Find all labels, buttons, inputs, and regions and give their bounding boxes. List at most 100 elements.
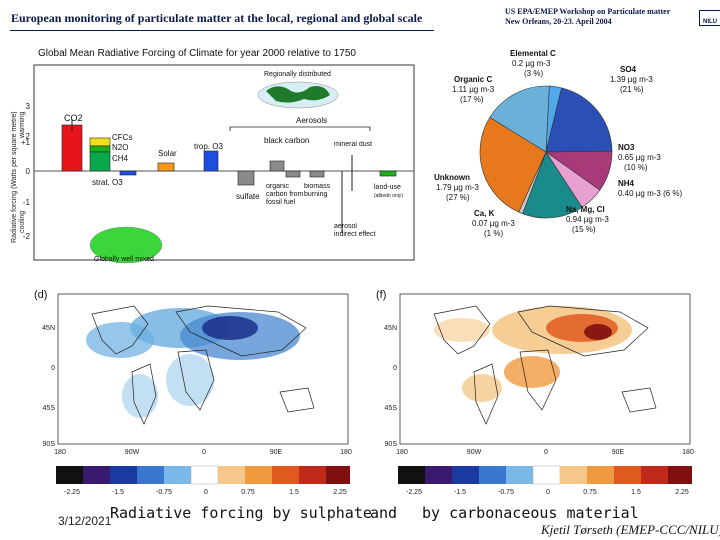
lon-180a-left: 180 [54, 449, 66, 456]
ytick-plus1: +1 [21, 138, 31, 147]
bar-land-use [379, 170, 397, 177]
cbar-left-m075: -0.75 [156, 489, 172, 496]
label-nh4: NH4 [618, 179, 635, 188]
forcing-ylabel: Radiative forcing (Watts per square metr… [11, 111, 18, 243]
cbar-right-225: 2.25 [675, 489, 689, 496]
label-sulfate: sulfate [236, 192, 260, 201]
lon-0-left: 0 [202, 449, 206, 456]
lat-45s-right: 45S [385, 405, 398, 412]
outline-eurasia [175, 305, 307, 357]
label-elemental-c: Elemental C [510, 49, 556, 58]
slide-title: European monitoring of particulate matte… [11, 11, 423, 25]
workshop-line-2: New Orleans, 20-23. April 2004 [505, 17, 612, 26]
value-elemental-c: 0.2 µg m-3 [512, 59, 551, 68]
dark-region-asia [202, 316, 258, 340]
caption-and: and [370, 504, 398, 522]
pct-unknown: (27 %) [446, 193, 470, 202]
cbar-right-m225: -2.25 [406, 489, 422, 496]
lon-180a-right: 180 [396, 449, 408, 456]
value-so4: 1.39 µg m-3 [610, 75, 653, 84]
label-no3: NO3 [618, 143, 635, 152]
value-na-mg-cl: 0.94 µg m-3 [566, 215, 609, 224]
outline-samerica-r [473, 363, 499, 425]
ytick-0: 0 [26, 167, 31, 176]
slide-author: Kjetil Tørseth (EMEP-CCC/NILU) [541, 522, 720, 537]
pct-no3: (10 %) [624, 163, 648, 172]
map-label-f: (f) [376, 289, 386, 301]
forcing-frame [33, 64, 415, 261]
pct-organic-c: (17 %) [460, 95, 484, 104]
cbar-left-0: 0 [204, 489, 208, 496]
lat-45n-left: 45N [42, 325, 55, 332]
blue-region-america [86, 322, 154, 358]
cbar-left-m15: -1.5 [112, 489, 124, 496]
aerosols-bracket [229, 126, 371, 131]
label-land-use-note: (albedo only) [374, 193, 403, 199]
cbar-right-0: 0 [546, 489, 550, 496]
lon-180b-right: 180 [682, 449, 694, 456]
orange-region-namerica [434, 318, 490, 342]
ytick-minus2: -2 [23, 232, 31, 241]
bar-trop-o3 [203, 150, 219, 172]
label-strat-o3: strat. O3 [92, 178, 123, 187]
label-so4: SO4 [620, 65, 637, 74]
outline-samerica [131, 363, 157, 425]
pct-so4: (21 %) [620, 85, 644, 94]
label-regional: Regionally distributed [264, 71, 331, 78]
caption-carbon: by carbonaceous material [422, 504, 639, 522]
pie-slice-organic-c [489, 85, 550, 153]
lat-45n-right: 45N [384, 325, 397, 332]
value-nh4: 0.40 µg m-3 (6 %) [618, 189, 683, 198]
lon-90w-right: 90W [467, 449, 482, 456]
orange-region-africa [504, 356, 560, 388]
lon-0-right: 0 [544, 449, 548, 456]
regional-globe-land [266, 86, 330, 103]
bar-solar [157, 162, 175, 172]
outline-australia-r [621, 387, 657, 413]
value-organic-c: 1.11 µg m-3 [452, 85, 495, 94]
ytick-3: 3 [26, 102, 31, 111]
darkred-region-asia [584, 324, 612, 340]
pie-slices [479, 85, 613, 219]
bar-ch4 [89, 151, 111, 172]
radiative-forcing-figure: Global Mean Radiative Forcing of Climate… [8, 43, 420, 263]
blue-region-samerica [122, 374, 158, 418]
outline-australia [279, 387, 315, 413]
outline-eurasia-r [517, 305, 649, 357]
cbar-left-15: 1.5 [289, 489, 299, 496]
carbon-forcing-map: (f) 45N 0 45S 90S 180 90W 0 90E 180 -2.2… [376, 289, 694, 496]
pct-elemental-c: (3 %) [524, 69, 543, 78]
lon-90w-left: 90W [125, 449, 140, 456]
orange-region-samerica [462, 374, 502, 402]
value-no3: 0.65 µg m-3 [618, 153, 661, 162]
bar-black-carbon [269, 160, 285, 172]
pct-ca-k: (1 %) [484, 229, 503, 238]
cooling-label: cooling [19, 211, 26, 233]
slide-date: 3/12/2021 [58, 514, 112, 528]
label-ca-k: Ca, K [474, 209, 495, 218]
cbar-right-m15: -1.5 [454, 489, 466, 496]
label-organic-carbon: organic carbon from fossil fuel [266, 183, 304, 206]
sulphate-forcing-map: (d) 45N 0 45S 90S 180 90W 0 90E 180 [34, 289, 352, 496]
cbar-right-15: 1.5 [631, 489, 641, 496]
bar-co2 [61, 124, 83, 172]
colorbar-right [398, 465, 692, 485]
cbar-left-225: 2.25 [333, 489, 347, 496]
pm-composition-pie: Elemental C 0.2 µg m-3 (3 %) SO4 1.39 µg… [434, 49, 683, 238]
lat-90s-left: 90S [43, 441, 56, 448]
label-aerosols: Aerosols [296, 116, 327, 125]
lon-90e-right: 90E [612, 449, 625, 456]
label-co2: CO2 [64, 113, 83, 123]
label-global: Globally well mixed [94, 256, 154, 263]
lat-0-left: 0 [51, 365, 55, 372]
cbar-left-m225: -2.25 [64, 489, 80, 496]
bar-cfcs [89, 137, 111, 147]
label-mineral-dust: mineral dust [334, 141, 373, 148]
label-n2o: N2O [112, 143, 128, 152]
ytick-2: 2 [26, 132, 31, 141]
lat-45s-left: 45S [43, 405, 56, 412]
outline-africa [177, 349, 215, 411]
label-unknown: Unknown [434, 173, 470, 182]
global-globe [89, 226, 163, 263]
nilu-logo: NILU [699, 10, 720, 26]
